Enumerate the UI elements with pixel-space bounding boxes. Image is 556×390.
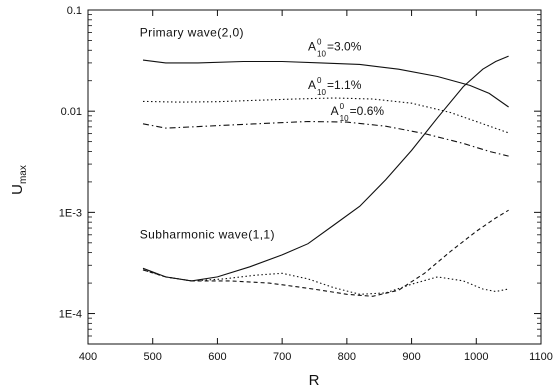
plot-frame bbox=[87, 9, 542, 345]
x-tick-label: 900 bbox=[402, 351, 420, 363]
annotation-label: Subharmonic wave(1,1) bbox=[140, 228, 275, 242]
y-axis-title: Umax bbox=[9, 165, 29, 195]
x-tick-label: 400 bbox=[79, 351, 97, 363]
amplitude-label-value: =1.1% bbox=[327, 78, 362, 92]
amplitude-label-sup: 0 bbox=[340, 102, 345, 111]
annotation-layer: Primary wave(2,0)Subharmonic wave(1,1)A 0… bbox=[140, 25, 385, 241]
amplitude-label-sub: 10 bbox=[317, 49, 326, 58]
series-line-subharmonic-3 bbox=[142, 55, 509, 282]
x-tick-label: 700 bbox=[273, 351, 291, 363]
x-tick-label: 600 bbox=[208, 351, 226, 363]
amplitude-label-base: A bbox=[308, 39, 316, 53]
series-line-primary-1 bbox=[142, 97, 509, 134]
y-axis-title-main: U bbox=[9, 184, 26, 195]
amplitude-label-sup: 0 bbox=[317, 37, 322, 46]
series-layer bbox=[142, 55, 509, 297]
amplitude-label: A 0 10=1.1% bbox=[308, 76, 362, 97]
series-line-primary-0 bbox=[142, 59, 509, 108]
axis-ticks: 400 500 600 700 800 900 1000 11001E-41E-30.010.… bbox=[59, 5, 553, 363]
series-line-primary-2 bbox=[142, 120, 509, 157]
y-tick-label: 0.01 bbox=[61, 106, 82, 118]
amplitude-label-sub: 10 bbox=[317, 88, 326, 97]
amplitude-label-value: =3.0% bbox=[327, 39, 362, 53]
amplitude-label-base: A bbox=[331, 104, 339, 118]
annotation-label: Primary wave(2,0) bbox=[140, 25, 244, 39]
x-axis-title: R bbox=[309, 372, 320, 389]
series-line-subharmonic-4 bbox=[142, 209, 509, 297]
series-line-subharmonic-5 bbox=[142, 269, 509, 295]
amplitude-label-sub: 10 bbox=[340, 114, 349, 123]
amplitude-label-base: A bbox=[308, 78, 316, 92]
y-axis-title-sub: max bbox=[18, 165, 29, 184]
amplitude-label: A 0 10=0.6% bbox=[331, 102, 385, 123]
x-tick-label: 800 bbox=[338, 351, 356, 363]
amplitude-label: A 0 10=3.0% bbox=[308, 37, 362, 58]
y-tick-label: 0.1 bbox=[67, 5, 82, 17]
x-tick-label: 1000 bbox=[464, 351, 488, 363]
y-tick-label: 1E-3 bbox=[59, 207, 82, 219]
svg-text:Umax: Umax bbox=[9, 165, 29, 195]
x-tick-label: 1100 bbox=[529, 351, 553, 363]
x-tick-label: 500 bbox=[144, 351, 162, 363]
amplitude-label-sup: 0 bbox=[317, 76, 322, 85]
amplitude-label-value: =0.6% bbox=[350, 104, 385, 118]
y-tick-label: 1E-4 bbox=[59, 309, 82, 321]
